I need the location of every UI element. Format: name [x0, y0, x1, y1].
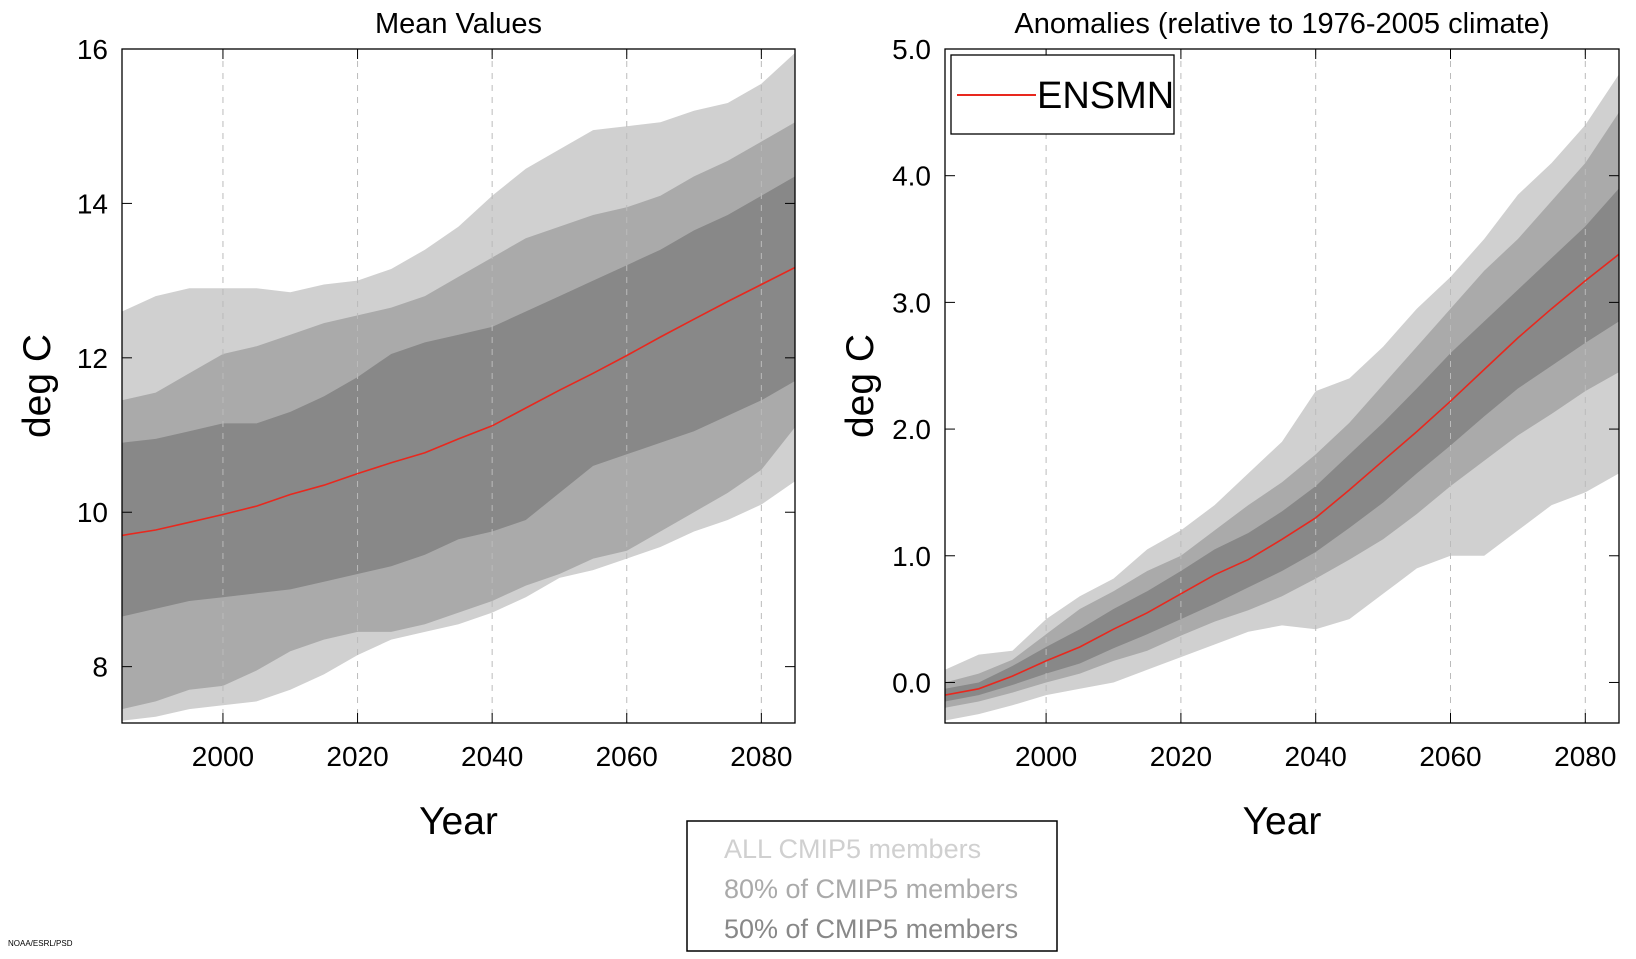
x-tick-label: 2000 — [192, 741, 254, 772]
x-tick-label: 2020 — [326, 741, 388, 772]
y-tick-label: 3.0 — [892, 287, 931, 318]
y-axis-label: deg C — [16, 334, 59, 438]
legend-label: 50% of CMIP5 members — [724, 914, 1018, 944]
mean-line — [122, 266, 795, 537]
y-tick-label: 0.0 — [892, 667, 931, 698]
x-tick-label: 2020 — [1150, 741, 1212, 772]
y-axis-label: deg C — [839, 334, 882, 438]
x-tick-label: 2060 — [1419, 741, 1481, 772]
y-tick-label: 4.0 — [892, 161, 931, 192]
legend-label: 80% of CMIP5 members — [724, 874, 1018, 904]
plot-area — [122, 49, 795, 723]
x-axis-label: Year — [419, 800, 498, 843]
y-tick-label: 8 — [92, 652, 108, 683]
band — [122, 176, 795, 617]
x-tick-label: 2080 — [730, 741, 792, 772]
y-tick-label: 10 — [77, 497, 108, 528]
legend-label: ENSMN — [1037, 75, 1174, 117]
plot-frame — [944, 48, 1620, 724]
x-tick-label: 2040 — [1285, 741, 1347, 772]
plot-area — [945, 49, 1619, 723]
band-legend-box — [686, 820, 1058, 952]
y-tick-label: 2.0 — [892, 414, 931, 445]
chart-title: Anomalies (relative to 1976-2005 climate… — [1014, 8, 1549, 40]
x-tick-label: 2060 — [596, 741, 658, 772]
chart-title: Mean Values — [375, 8, 542, 40]
x-tick-label: 2000 — [1015, 741, 1077, 772]
x-tick-label: 2040 — [461, 741, 523, 772]
y-tick-label: 5.0 — [892, 34, 931, 65]
x-axis-label: Year — [1243, 800, 1322, 843]
legend-label: ALL CMIP5 members — [724, 834, 981, 864]
y-tick-label: 14 — [77, 188, 108, 219]
y-tick-label: 1.0 — [892, 541, 931, 572]
plot-frame — [121, 48, 796, 724]
y-tick-label: 12 — [77, 343, 108, 374]
y-tick-label: 16 — [77, 34, 108, 65]
credit: NOAA/ESRL/PSD — [8, 939, 73, 948]
mean-line — [945, 253, 1619, 696]
x-tick-label: 2080 — [1554, 741, 1616, 772]
